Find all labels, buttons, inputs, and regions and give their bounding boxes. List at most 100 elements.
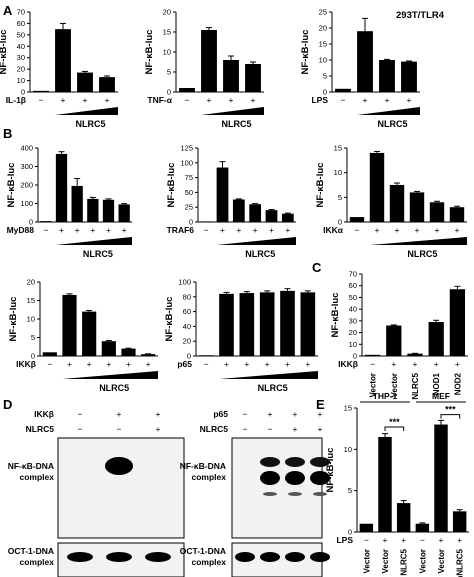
condition-sign: + bbox=[413, 359, 418, 369]
gel-condition-sign: + bbox=[117, 409, 122, 419]
condition-sign: + bbox=[106, 225, 111, 235]
gel-upper-panel bbox=[231, 437, 323, 539]
bar bbox=[239, 293, 255, 356]
bar bbox=[121, 348, 136, 356]
ramp-triangle bbox=[62, 371, 158, 379]
y-axis-label: NF-κB-luc bbox=[8, 297, 19, 342]
nfkb-band-faint bbox=[313, 492, 327, 496]
nfkb-band-upper bbox=[285, 457, 305, 467]
cell-line-label: 293T/TLR4 bbox=[396, 10, 445, 21]
bar bbox=[216, 167, 229, 222]
bar bbox=[33, 90, 49, 92]
bar bbox=[434, 424, 448, 532]
condition-sign: + bbox=[455, 359, 460, 369]
nfkb-band-upper bbox=[260, 457, 280, 467]
y-tick-label: 125 bbox=[180, 144, 193, 153]
condition-sign: + bbox=[146, 359, 151, 369]
gel-condition-sign: − bbox=[117, 424, 122, 434]
condition-sign: + bbox=[106, 359, 111, 369]
condition-sign: + bbox=[439, 535, 444, 545]
chart-b1: 0 100 200 300 400 NF-κB-luc − + + + + + MyD88 NLRC5 bbox=[6, 144, 132, 259]
y-tick-label: 20 bbox=[17, 65, 25, 74]
significance-stars: *** bbox=[389, 417, 400, 427]
y-axis-label: NF-κB-luc bbox=[144, 30, 155, 75]
condition-sign: + bbox=[415, 225, 420, 235]
row-label: IKKα bbox=[323, 225, 344, 235]
oct1-band bbox=[145, 552, 171, 562]
y-tick-label: 25 bbox=[185, 203, 193, 212]
y-tick-label: 10 bbox=[17, 76, 25, 85]
bar bbox=[409, 192, 425, 222]
condition-sign: + bbox=[457, 535, 462, 545]
bar bbox=[249, 204, 262, 222]
condition-sign: + bbox=[391, 359, 396, 369]
y-axis-label: NF-κB-luc bbox=[300, 30, 311, 75]
bar bbox=[219, 293, 234, 356]
gel-condition-sign: − bbox=[243, 424, 248, 434]
condition-sign: + bbox=[61, 95, 66, 105]
bar bbox=[265, 210, 278, 222]
nfkb-band-lower bbox=[310, 471, 330, 485]
gel-row-label: p65 bbox=[213, 409, 228, 419]
ramp-triangle bbox=[357, 107, 420, 115]
y-tick-label: 15 bbox=[319, 40, 327, 49]
bar bbox=[379, 60, 395, 92]
y-tick-label: 0 bbox=[167, 88, 171, 97]
row-label: IKKβ bbox=[16, 359, 36, 369]
y-tick-label: 60 bbox=[17, 19, 25, 28]
oct1-band bbox=[260, 552, 280, 562]
condition-sign: + bbox=[383, 535, 388, 545]
category-label: Vector bbox=[381, 549, 390, 573]
ramp-triangle bbox=[55, 107, 118, 115]
y-tick-label: 70 bbox=[17, 8, 25, 17]
panel-label-e: E bbox=[316, 397, 325, 412]
y-tick-label: 0 bbox=[187, 352, 191, 361]
bar bbox=[357, 31, 373, 92]
band-label-nfkb: NF-κB-DNA bbox=[180, 461, 226, 471]
condition-sign: + bbox=[236, 225, 241, 235]
bar bbox=[428, 322, 444, 356]
bar bbox=[77, 72, 93, 92]
condition-sign: + bbox=[126, 359, 131, 369]
y-axis-label: NF-κB-luc bbox=[6, 163, 17, 208]
condition-sign: + bbox=[251, 95, 256, 105]
panel-label-a: A bbox=[3, 3, 13, 18]
chart-b4: 0 5 10 15 20 NF-κB-luc − + + + + + IKKβ NLRC5 bbox=[8, 278, 158, 393]
condition-sign: + bbox=[265, 359, 270, 369]
panel-label-b: B bbox=[3, 126, 12, 141]
chart-a1: 0 10 20 30 40 50 60 70 NF-κB-luc − + + + IL-1β NLRC5 bbox=[0, 8, 118, 129]
condition-sign: − bbox=[355, 225, 360, 235]
condition-sign: + bbox=[401, 535, 406, 545]
condition-sign: − bbox=[204, 225, 209, 235]
bar bbox=[179, 88, 195, 92]
bar bbox=[401, 61, 417, 92]
oct1-band bbox=[310, 552, 330, 562]
row-label: MyD88 bbox=[7, 225, 35, 235]
y-tick-label: 20 bbox=[163, 8, 171, 17]
nfkb-band-faint bbox=[263, 492, 277, 496]
bar bbox=[452, 511, 467, 532]
row-label: TNF-α bbox=[147, 95, 172, 105]
bar bbox=[55, 29, 71, 92]
bar bbox=[201, 30, 217, 92]
y-tick-label: 20 bbox=[349, 328, 357, 337]
condition-sign: + bbox=[434, 359, 439, 369]
category-label: mNLRC5 bbox=[456, 548, 465, 577]
ramp-triangle bbox=[219, 371, 318, 379]
bar bbox=[364, 354, 381, 356]
ramp-triangle bbox=[216, 237, 296, 245]
bar bbox=[429, 202, 445, 222]
bar bbox=[396, 503, 411, 532]
gel-condition-sign: + bbox=[318, 409, 323, 419]
category-label: Vector bbox=[362, 549, 371, 573]
y-tick-label: 10 bbox=[349, 340, 357, 349]
y-tick-label: 15 bbox=[344, 404, 352, 413]
condition-sign: + bbox=[122, 225, 127, 235]
y-tick-label: 100 bbox=[20, 199, 33, 208]
y-tick-label: 100 bbox=[180, 158, 193, 167]
nfkb-band-lower bbox=[260, 471, 280, 485]
oct1-band bbox=[235, 552, 255, 562]
ramp-label: NLRC5 bbox=[245, 249, 275, 259]
